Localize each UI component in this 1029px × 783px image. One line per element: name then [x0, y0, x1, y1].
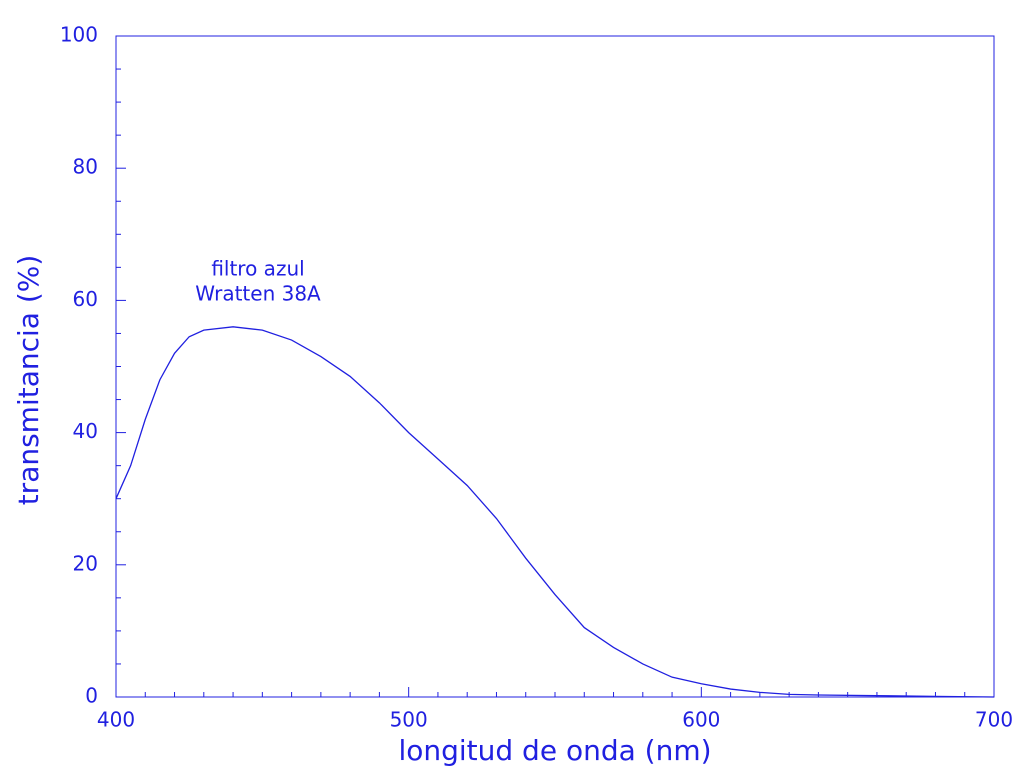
- data-line: [115, 326, 995, 698]
- y-tick-label: 60: [73, 287, 98, 311]
- y-tick-label: 0: [85, 684, 98, 708]
- x-axis-label: longitud de onda (nm): [398, 734, 711, 767]
- annotation: filtro azul: [211, 257, 304, 281]
- y-tick-label: 40: [73, 419, 98, 443]
- plot-frame: [115, 35, 995, 698]
- x-tick-label: 500: [390, 708, 428, 732]
- x-tick-label: 700: [975, 708, 1013, 732]
- y-axis-label: transmitancia (%): [12, 255, 45, 506]
- annotation: Wratten 38A: [195, 282, 321, 306]
- y-tick-label: 100: [60, 23, 98, 47]
- y-tick-label: 80: [73, 155, 98, 179]
- x-tick-label: 600: [682, 708, 720, 732]
- x-tick-label: 400: [97, 708, 135, 732]
- y-tick-label: 20: [73, 551, 98, 575]
